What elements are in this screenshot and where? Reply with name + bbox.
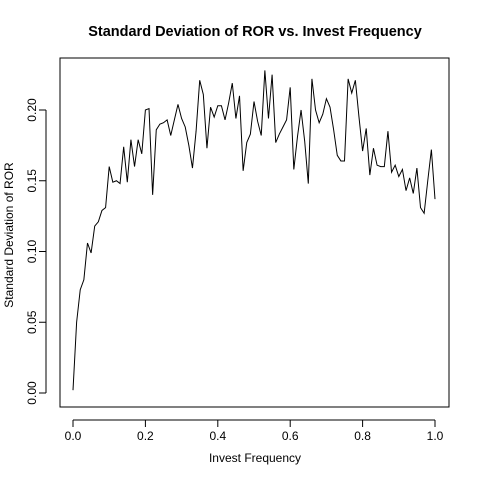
y-tick-label: 0.15	[25, 169, 39, 193]
y-tick-label: 0.20	[25, 98, 39, 122]
x-axis-label: Invest Frequency	[209, 451, 301, 465]
x-tick-label: 0.2	[137, 429, 154, 443]
y-axis-label: Standard Deviation of ROR	[2, 162, 16, 308]
x-tick-label: 1.0	[427, 429, 444, 443]
y-axis: 0.00 0.05 0.10 0.15 0.20	[25, 98, 47, 405]
y-tick-label: 0.10	[25, 239, 39, 263]
chart-title: Standard Deviation of ROR vs. Invest Fre…	[88, 24, 422, 40]
x-tick-label: 0.0	[65, 429, 82, 443]
series-line	[72, 70, 436, 391]
x-tick-label: 0.4	[209, 429, 226, 443]
y-tick-label: 0.05	[25, 310, 39, 334]
plot-frame	[59, 57, 450, 408]
x-tick-label: 0.8	[354, 429, 371, 443]
x-axis: 0.0 0.2 0.4 0.6 0.8 1.0	[65, 419, 444, 443]
y-tick-label: 0.00	[25, 381, 39, 405]
x-tick-label: 0.6	[282, 429, 299, 443]
